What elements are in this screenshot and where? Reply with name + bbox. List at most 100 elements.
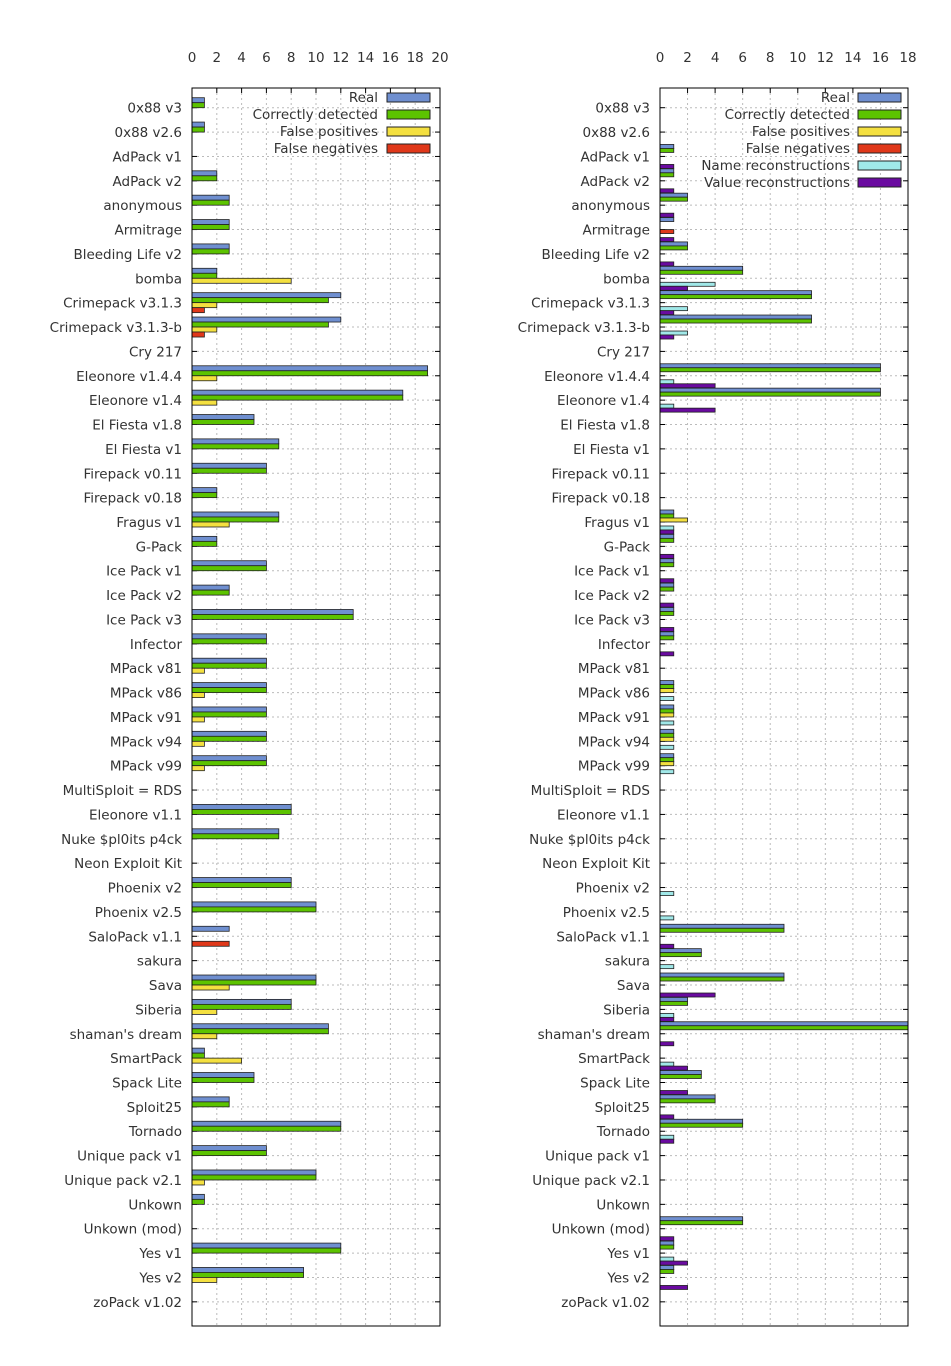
category-label: MPack v86 [110,686,182,702]
category-label: Unkown [128,1197,182,1213]
plot-frame [191,87,441,1327]
bar-false-positive [659,761,675,767]
category-label: Unique pack v1 [545,1149,650,1165]
bar-real [191,682,267,688]
x-tick-label: 2 [683,50,692,66]
bar-correct [659,952,702,958]
legend-swatch [857,160,902,171]
bar-correct [191,224,230,230]
bar-real [191,535,218,542]
bar-value-reconstruction [659,237,675,242]
category-label: Eleonore v1.1 [89,807,182,823]
category-label: Spack Lite [112,1076,182,1092]
bar-value-reconstruction [659,212,675,218]
category-label: El Fiesta v1.8 [92,418,182,434]
bar-value-reconstruction [659,310,675,316]
bar-correct [191,1125,342,1132]
bar-value-reconstruction [659,1090,688,1095]
bar-correct [191,882,292,888]
bar-real [191,633,267,640]
category-label: Yes v2 [606,1270,650,1286]
bar-real [659,972,785,978]
x-tick-label: 16 [872,50,889,66]
category-label: Eleonore v1.4 [89,393,182,409]
category-label: Firepack v0.18 [83,491,182,507]
bar-real [659,363,881,369]
bar-correct [659,732,675,738]
category-label: anonymous [103,198,182,214]
bar-real [659,241,688,247]
category-label: AdPack v1 [581,149,650,165]
legend-swatch [857,143,902,154]
bar-real [191,316,342,323]
bar-real [191,1267,304,1273]
category-label: SaloPack v1.1 [88,929,182,945]
category-label: MultiSploit = RDS [63,783,182,799]
bar-correct [191,492,218,499]
bar-value-reconstruction [659,334,675,340]
bar-correct [191,1198,205,1205]
category-label: shaman's dream [70,1027,182,1043]
bar-correct [191,735,267,742]
x-tick-label: 4 [711,50,720,66]
bar-real [659,533,675,539]
bar-correct [659,684,675,689]
category-label: MPack v91 [110,710,182,726]
x-tick-label: 14 [357,50,374,66]
x-tick-label: 18 [407,50,424,66]
bar-name-reconstruction [659,1012,675,1018]
bar-false-positive [191,740,205,747]
bar-value-reconstruction [659,1016,675,1022]
bar-real [191,609,354,615]
legend-label: False positives [752,124,850,140]
category-label: Eleonore v1.1 [557,807,650,823]
bar-real [191,121,205,128]
bar-correct [191,809,292,815]
category-label: anonymous [571,198,650,214]
bar-correct [191,979,317,986]
bar-real [191,292,342,299]
bar-real [191,438,280,445]
x-tick-label: 0 [188,50,197,66]
bar-real [659,1240,675,1246]
bar-real [659,704,675,710]
bar-correct [191,467,267,474]
category-label: Ice Pack v3 [574,612,650,628]
bar-false-positive [191,277,292,284]
bar-value-reconstruction [659,578,675,584]
bar-real [659,1216,744,1222]
category-label: 0x88 v2.6 [114,125,182,141]
bar-correct [191,199,230,206]
x-tick-label: 18 [899,50,916,66]
bar-false-positive [191,1008,218,1015]
bar-false-positive [191,375,218,382]
category-label: El Fiesta v1.8 [560,418,650,434]
bar-name-reconstruction [659,696,675,701]
category-label: Yes v1 [606,1246,650,1262]
category-label: Yes v1 [138,1246,182,1262]
bar-correct [659,757,675,763]
category-label: MPack v99 [110,759,182,775]
bar-false-negative [191,307,205,314]
bar-real [191,998,292,1005]
bar-false-positive [191,716,205,723]
category-label: Eleonore v1.4.4 [76,369,182,385]
bar-correct [659,294,812,300]
bar-value-reconstruction [659,1236,675,1242]
bar-correct [659,1220,744,1226]
bar-correct [191,1028,329,1035]
bar-false-negative [191,331,205,338]
bar-real [191,1193,205,1200]
category-label: Eleonore v1.4 [557,393,650,409]
category-label: Unkown [596,1197,650,1213]
category-label: AdPack v1 [113,149,182,165]
x-tick-label: 8 [766,50,775,66]
bar-real [659,168,675,174]
legend-label: False negatives [746,141,850,157]
category-label: Nuke $pl0its p4ck [61,832,182,848]
legend-label: Name reconstructions [701,158,850,174]
bar-name-reconstruction [659,720,675,726]
category-label: Ice Pack v1 [106,564,182,580]
bar-real [659,314,812,320]
